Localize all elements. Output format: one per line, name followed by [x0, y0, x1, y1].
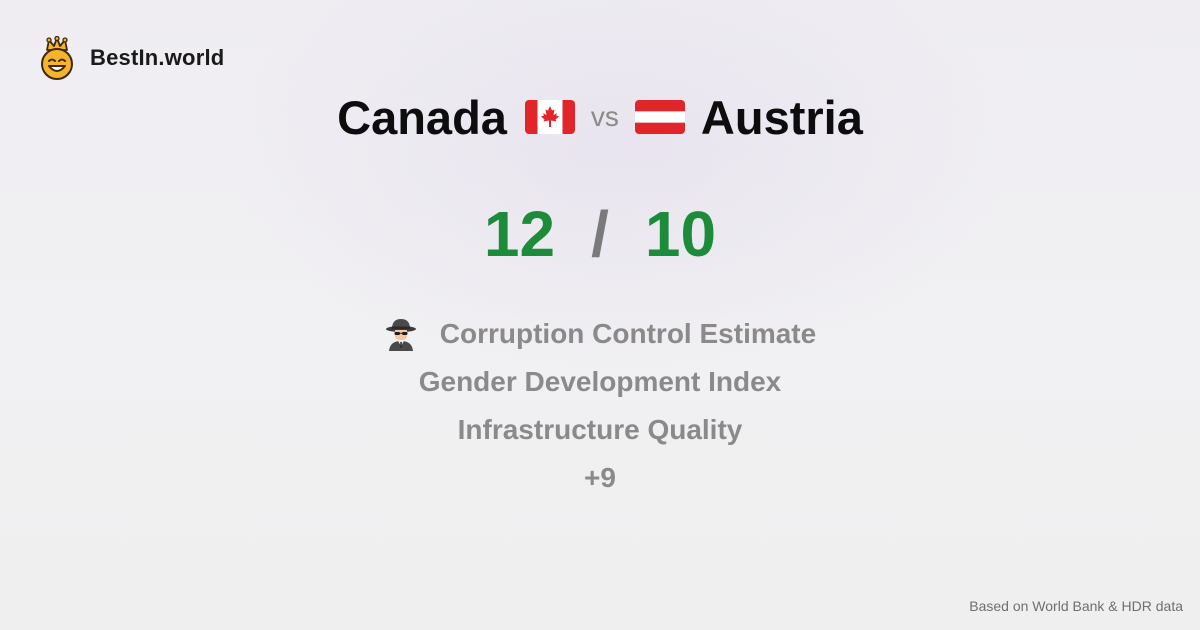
metric-item: Infrastructure Quality [0, 406, 1200, 454]
metric-label: +9 [584, 462, 616, 493]
crowned-smiley-face-icon [41, 36, 73, 80]
metric-label: Infrastructure Quality [457, 414, 743, 445]
austria-flag-icon [634, 100, 685, 134]
more-metrics-count: +9 [0, 454, 1200, 502]
left-score: 12 [483, 198, 556, 270]
brand-name: BestIn.world [90, 45, 225, 70]
data-source-note: Based on World Bank & HDR data [969, 598, 1183, 614]
score: 12 / 10 [0, 192, 1200, 276]
detective-icon [385, 319, 416, 351]
metric-item: Gender Development Index [0, 358, 1200, 406]
metric-item: Corruption Control Estimate [0, 310, 1200, 358]
right-country-name: Austria [700, 90, 863, 144]
metric-label: Gender Development Index [418, 366, 782, 397]
score-separator: / [591, 198, 609, 270]
metrics-list: Corruption Control Estimate Gender Devel… [0, 310, 1200, 502]
canada-flag-icon [524, 100, 575, 134]
vs-label: vs [590, 101, 619, 132]
left-country-name: Canada [337, 90, 507, 144]
right-score: 10 [644, 198, 717, 270]
comparison-title: Canada vs Austria [0, 82, 1200, 152]
metric-label: Corruption Control Estimate [439, 318, 817, 349]
brand[interactable]: BestIn.world [38, 36, 224, 80]
